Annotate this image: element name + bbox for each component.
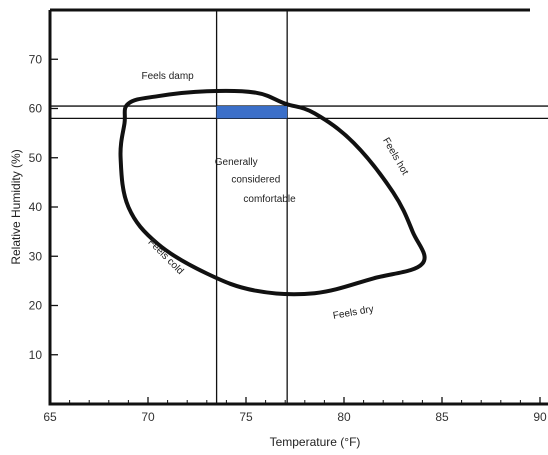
ticks-layer: 65 70 75 80 85 90 10 20 30 40 50 60 70 bbox=[29, 52, 547, 424]
plot-frame-layer bbox=[48, 8, 548, 406]
highlight-region bbox=[216, 106, 288, 119]
y-tick-label-50: 50 bbox=[29, 151, 43, 165]
y-tick-label-20: 20 bbox=[29, 299, 43, 313]
reference-lines-layer bbox=[50, 10, 548, 404]
y-tick-label-40: 40 bbox=[29, 200, 43, 214]
y-tick-label-60: 60 bbox=[29, 102, 43, 116]
y-tick-label-10: 10 bbox=[29, 348, 43, 362]
x-tick-label-90: 90 bbox=[533, 410, 547, 424]
highlight-layer bbox=[216, 106, 288, 119]
annotation-5: comfortable bbox=[243, 194, 296, 205]
x-tick-label-65: 65 bbox=[43, 410, 57, 424]
x-tick-label-85: 85 bbox=[435, 410, 449, 424]
comfort-zone-layer bbox=[118, 88, 427, 297]
comfort-zone-outline bbox=[118, 88, 427, 297]
y-axis-title: Relative Humidity (%) bbox=[9, 149, 23, 264]
x-axis-title: Temperature (°F) bbox=[270, 435, 361, 449]
annotation-1: Feels damp bbox=[141, 71, 194, 82]
y-tick-label-30: 30 bbox=[29, 249, 43, 263]
annotation-7: Feels dry bbox=[332, 304, 374, 322]
y-tick-label-70: 70 bbox=[29, 52, 43, 66]
plot-frame-left-bottom bbox=[48, 10, 548, 406]
annotation-3: Generally bbox=[215, 157, 258, 168]
annotation-2: Feels hot bbox=[380, 136, 410, 177]
x-tick-label-70: 70 bbox=[141, 410, 155, 424]
x-tick-label-80: 80 bbox=[337, 410, 351, 424]
x-tick-label-75: 75 bbox=[239, 410, 253, 424]
annotation-4: considered bbox=[231, 174, 280, 185]
